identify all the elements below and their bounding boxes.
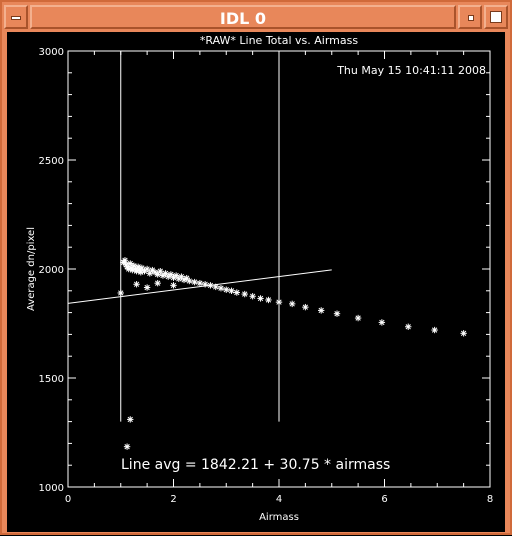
data-point-asterisk bbox=[460, 330, 467, 337]
data-point-asterisk bbox=[121, 257, 129, 264]
x-tick-label: 2 bbox=[170, 494, 176, 505]
data-point-asterisk bbox=[170, 282, 177, 289]
data-point-asterisk bbox=[333, 310, 341, 317]
data-point-asterisk bbox=[302, 303, 309, 311]
data-point-asterisk bbox=[123, 443, 131, 450]
data-point-asterisk bbox=[233, 289, 240, 296]
window-menu-icon[interactable] bbox=[4, 5, 28, 29]
plot-timestamp: Thu May 15 10:41:11 2008 bbox=[336, 64, 486, 77]
scatter-plot: *RAW* Line Total vs. Airmass Thu May 15 … bbox=[7, 32, 505, 532]
maximize-icon[interactable] bbox=[484, 5, 508, 29]
data-point-asterisk bbox=[265, 296, 272, 304]
data-point-asterisk bbox=[228, 287, 235, 294]
data-point-asterisk bbox=[196, 279, 204, 287]
x-axis-label: Airmass bbox=[259, 512, 299, 523]
data-point-asterisk bbox=[122, 261, 130, 268]
data-point-asterisk bbox=[405, 323, 412, 330]
fit-annotation: Line avg = 1842.21 + 30.75 * airmass bbox=[121, 457, 390, 473]
data-point-asterisk bbox=[207, 282, 214, 289]
x-tick-label: 6 bbox=[381, 494, 387, 505]
plot-canvas: *RAW* Line Total vs. Airmass Thu May 15 … bbox=[7, 32, 505, 532]
x-tick-label: 0 bbox=[65, 494, 71, 505]
x-tick-label: 8 bbox=[487, 494, 493, 505]
title-bar[interactable]: IDL 0 bbox=[2, 2, 510, 32]
data-point-asterisk bbox=[143, 265, 151, 273]
data-point-asterisk bbox=[354, 314, 362, 322]
data-point-asterisk bbox=[143, 284, 151, 291]
y-tick-label: 1500 bbox=[39, 374, 64, 385]
window-title: IDL 0 bbox=[219, 9, 267, 28]
data-point-asterisk bbox=[191, 278, 198, 286]
data-point-asterisk bbox=[241, 290, 248, 298]
data-point-asterisk bbox=[257, 295, 264, 302]
chart-title: *RAW* Line Total vs. Airmass bbox=[200, 34, 358, 47]
data-point-asterisk bbox=[127, 416, 134, 423]
y-tick-label: 2500 bbox=[39, 156, 64, 167]
minimize-icon[interactable] bbox=[458, 5, 482, 29]
data-point-asterisk bbox=[275, 298, 283, 306]
data-point-asterisk bbox=[117, 289, 124, 297]
data-point-asterisk bbox=[223, 286, 230, 293]
title-area[interactable]: IDL 0 bbox=[30, 5, 456, 29]
data-point-asterisk bbox=[318, 307, 325, 314]
data-point-asterisk bbox=[201, 281, 209, 288]
data-point-asterisk bbox=[133, 281, 140, 288]
data-point-asterisk bbox=[157, 267, 164, 275]
data-point-asterisk bbox=[212, 283, 219, 291]
data-point-asterisk bbox=[431, 326, 438, 334]
x-tick-label: 4 bbox=[276, 494, 282, 505]
data-point-asterisk bbox=[217, 284, 225, 292]
y-tick-label: 1000 bbox=[39, 483, 64, 494]
data-point-asterisk bbox=[154, 279, 161, 287]
data-point-asterisk bbox=[146, 270, 153, 277]
y-axis-label: Average dn/pixel bbox=[26, 227, 37, 311]
data-point-asterisk bbox=[186, 277, 193, 285]
data-point-asterisk bbox=[288, 300, 296, 308]
fit-line bbox=[67, 269, 332, 304]
data-point-asterisk bbox=[249, 293, 256, 300]
y-tick-label: 2000 bbox=[39, 265, 64, 276]
data-point-asterisk bbox=[378, 319, 386, 326]
y-tick-label: 3000 bbox=[39, 47, 64, 58]
